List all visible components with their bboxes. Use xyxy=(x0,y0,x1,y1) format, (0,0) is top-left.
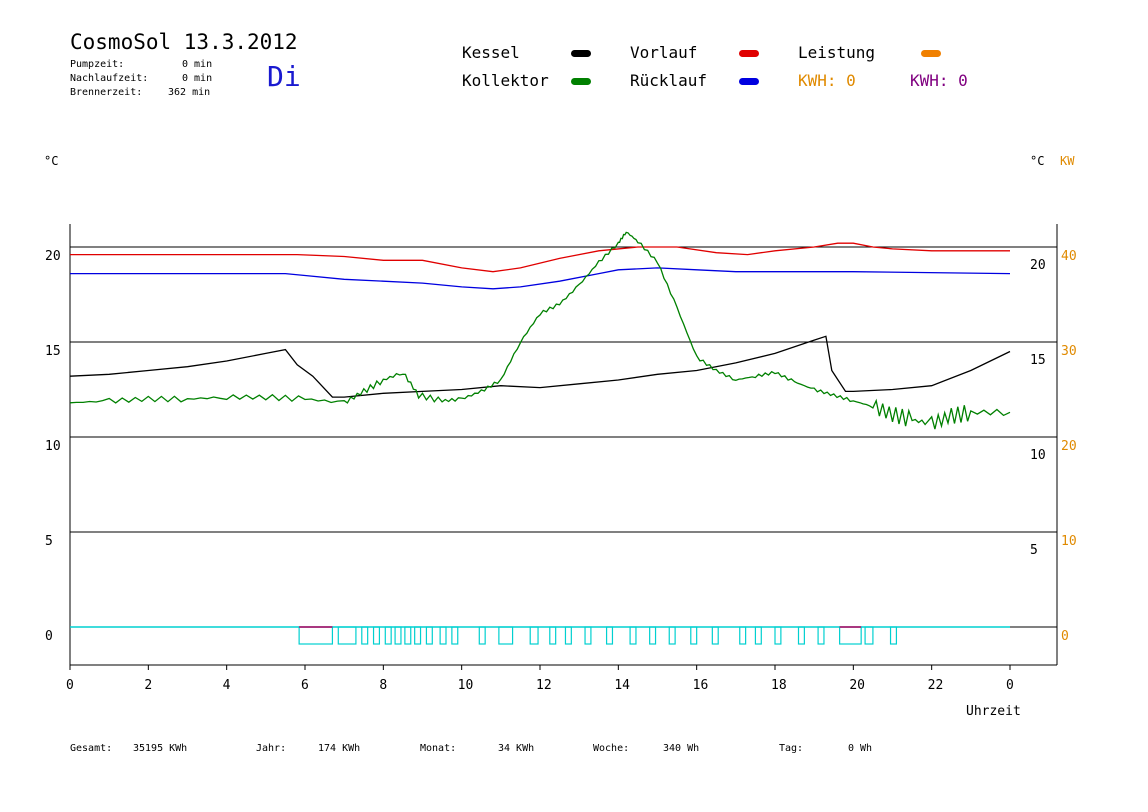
y-left-tick-label: 15 xyxy=(45,344,61,359)
footer-tag-value: 0 Wh xyxy=(848,743,873,754)
legend-ruecklauf: Rücklauf xyxy=(630,71,708,90)
x-tick-label: 6 xyxy=(301,678,309,693)
y-right-tick-label: 20 xyxy=(1030,258,1046,273)
footer-gesamt-value: 35195 KWh xyxy=(133,743,188,754)
pump-pulse xyxy=(605,626,614,645)
x-tick-label: 8 xyxy=(379,678,387,693)
pump-pulse xyxy=(337,626,357,645)
pump-pulse xyxy=(439,626,447,645)
footer-jahr-label: Jahr: xyxy=(256,743,287,754)
footer-woche-value: 340 Wh xyxy=(663,743,700,754)
series-line-kessel xyxy=(69,335,1011,398)
pump-pulse xyxy=(451,626,459,645)
pump-pulse xyxy=(817,626,825,645)
pump-pulse xyxy=(864,626,874,645)
legend-vorlauf-swatch xyxy=(739,50,759,57)
legend-kwh-purple: KWH: 0 xyxy=(910,71,968,90)
pump-pulse xyxy=(549,626,557,645)
x-tick-label: 10 xyxy=(458,678,474,693)
x-tick-label: 0 xyxy=(1006,678,1014,693)
y-left-unit: °C xyxy=(44,154,58,168)
y-right-unit: °C xyxy=(1030,154,1044,168)
weekday-label: Di xyxy=(267,60,301,93)
pump-pulse xyxy=(739,626,747,645)
y-left-tick-label: 5 xyxy=(45,534,53,549)
pump-pulse xyxy=(529,626,539,645)
x-tick-label: 12 xyxy=(536,678,552,693)
pump-pulse xyxy=(649,626,657,645)
pump-pulse xyxy=(384,626,392,645)
pump-pulse xyxy=(372,626,381,645)
y-kw-tick-label: 30 xyxy=(1061,344,1077,359)
legend-vorlauf: Vorlauf xyxy=(630,43,698,62)
legend-kessel-swatch xyxy=(571,50,591,57)
x-tick-label: 16 xyxy=(693,678,709,693)
pump-pulse xyxy=(361,626,369,645)
y-right-tick-label: 5 xyxy=(1030,543,1038,558)
y-right-tick-label: 10 xyxy=(1030,448,1046,463)
legend-kollektor-swatch xyxy=(571,78,591,85)
y-left-tick-label: 0 xyxy=(45,629,53,644)
pump-pulse xyxy=(797,626,805,645)
x-tick-label: 0 xyxy=(66,678,74,693)
pump-pulse xyxy=(754,626,762,645)
y-kw-tick-label: 40 xyxy=(1061,249,1077,264)
footer-woche-label: Woche: xyxy=(593,743,630,754)
pump-pulse xyxy=(564,626,572,645)
pump-pulse xyxy=(394,626,402,645)
series-line-kollektor xyxy=(69,231,1011,430)
pump-pulse xyxy=(478,626,486,645)
series-line-ruecklauf xyxy=(70,267,1011,290)
x-tick-label: 4 xyxy=(223,678,231,693)
brenner-time-label: Brennerzeit: xyxy=(70,87,143,98)
y-right-tick-label: 15 xyxy=(1030,353,1046,368)
nachlauf-time-label: Nachlaufzeit: xyxy=(70,73,149,84)
x-tick-label: 18 xyxy=(771,678,787,693)
brenner-time-value: 362 min xyxy=(168,87,211,98)
pump-pulse xyxy=(414,626,422,645)
y-left-tick-label: 20 xyxy=(45,249,61,264)
legend-ruecklauf-swatch xyxy=(739,78,759,85)
y-kw-tick-label: 0 xyxy=(1061,629,1069,644)
pump-pulse xyxy=(839,626,862,645)
pump-time-label: Pumpzeit: xyxy=(70,59,125,70)
legend-leistung-swatch xyxy=(921,50,941,57)
footer-monat-label: Monat: xyxy=(420,743,457,754)
pump-pulse xyxy=(404,626,412,645)
x-tick-label: 22 xyxy=(928,678,944,693)
legend-kessel: Kessel xyxy=(462,43,520,62)
x-tick-label: 2 xyxy=(144,678,152,693)
pump-pulse xyxy=(629,626,637,645)
pump-pulse xyxy=(498,626,514,645)
legend-kwh-orange: KWH: 0 xyxy=(798,71,856,90)
y-kw-tick-label: 20 xyxy=(1061,439,1077,454)
footer-jahr-value: 174 KWh xyxy=(318,743,361,754)
legend-leistung: Leistung xyxy=(798,43,876,62)
page-title: CosmoSol 13.3.2012 xyxy=(70,30,298,54)
footer-tag-label: Tag: xyxy=(779,743,804,754)
y-kw-tick-label: 10 xyxy=(1061,534,1077,549)
nachlauf-time-value: 0 min xyxy=(182,73,213,84)
pump-pulse xyxy=(584,626,592,645)
footer-monat-value: 34 KWh xyxy=(498,743,535,754)
x-axis-label: Uhrzeit xyxy=(966,704,1021,719)
pump-pulse xyxy=(298,626,334,645)
legend-kollektor: Kollektor xyxy=(462,71,549,90)
x-tick-label: 20 xyxy=(849,678,865,693)
pump-pulse xyxy=(425,626,433,645)
y-kw-unit: KW xyxy=(1060,154,1075,168)
footer-gesamt-label: Gesamt: xyxy=(70,743,113,754)
series-line-vorlauf xyxy=(70,242,1010,273)
y-left-tick-label: 10 xyxy=(45,439,61,454)
pump-pulse xyxy=(690,626,698,645)
pump-pulse xyxy=(889,626,898,645)
pump-pulse xyxy=(711,626,719,645)
pump-pulse xyxy=(668,626,676,645)
x-tick-label: 14 xyxy=(614,678,630,693)
pump-pulse xyxy=(774,626,782,645)
pump-time-value: 0 min xyxy=(182,59,213,70)
